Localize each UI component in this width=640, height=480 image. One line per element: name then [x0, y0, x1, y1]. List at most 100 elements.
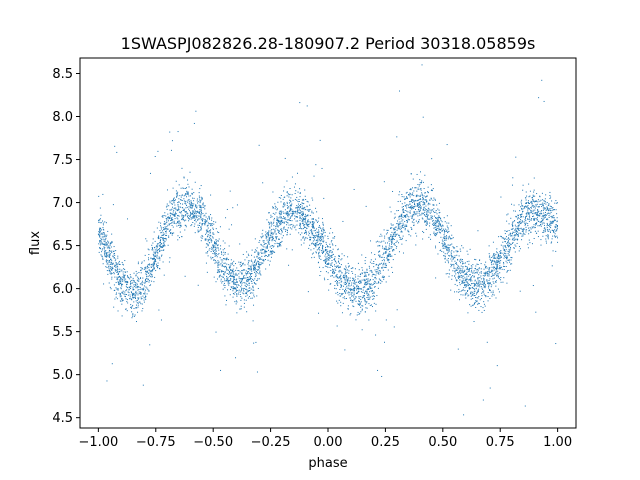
data-point: [104, 255, 106, 257]
data-point: [204, 221, 206, 223]
data-point: [322, 224, 324, 226]
data-point: [181, 194, 183, 196]
data-point: [324, 255, 326, 257]
data-point: [254, 276, 256, 278]
data-point: [193, 203, 195, 205]
data-point: [521, 209, 523, 211]
data-point: [290, 208, 292, 210]
data-point: [420, 181, 422, 183]
data-point: [162, 232, 164, 234]
data-point: [199, 199, 201, 201]
data-point: [397, 228, 399, 230]
data-point: [173, 209, 175, 211]
data-point: [508, 254, 510, 256]
data-point: [355, 319, 357, 321]
data-point: [483, 301, 485, 303]
data-point: [438, 209, 440, 211]
data-point: [319, 240, 321, 242]
data-point: [414, 187, 416, 189]
data-point: [105, 260, 107, 262]
data-point: [493, 257, 495, 259]
data-point: [348, 283, 350, 285]
data-point: [465, 284, 467, 286]
data-point: [381, 240, 383, 242]
data-point: [404, 229, 406, 231]
data-point: [212, 237, 214, 239]
data-point: [397, 222, 399, 224]
data-point: [98, 243, 100, 245]
data-point: [334, 260, 336, 262]
data-point: [406, 224, 408, 226]
data-point: [154, 260, 156, 262]
data-point: [444, 228, 446, 230]
data-point: [540, 221, 542, 223]
data-point: [352, 272, 354, 274]
data-point: [497, 262, 499, 264]
data-point: [109, 261, 111, 263]
data-point: [276, 236, 278, 238]
data-point: [310, 239, 311, 240]
data-point: [161, 215, 163, 217]
data-point: [125, 290, 127, 292]
data-point: [390, 247, 392, 249]
data-point: [162, 238, 164, 240]
data-point: [383, 247, 385, 249]
data-point: [246, 294, 248, 296]
data-point: [240, 308, 242, 310]
data-point: [223, 273, 225, 275]
data-point: [295, 220, 297, 222]
data-point: [236, 295, 238, 297]
data-point: [317, 243, 319, 245]
data-point: [219, 257, 221, 259]
data-point: [193, 197, 195, 199]
data-point: [520, 216, 522, 218]
data-point: [477, 297, 479, 299]
data-point: [135, 292, 137, 294]
data-point: [186, 206, 188, 208]
data-point: [419, 207, 421, 209]
data-point: [424, 221, 426, 223]
data-point: [260, 274, 262, 276]
data-point: [497, 260, 499, 262]
data-point: [385, 252, 387, 254]
data-point: [419, 195, 421, 197]
data-point: [258, 261, 260, 263]
data-point: [102, 263, 104, 265]
data-point: [224, 285, 226, 286]
data-point: [277, 226, 279, 228]
data-point: [345, 277, 347, 279]
data-point: [221, 275, 223, 277]
data-point: [246, 311, 248, 313]
data-point: [132, 304, 134, 306]
data-point: [266, 236, 268, 238]
data-point: [455, 250, 457, 252]
data-point: [138, 272, 140, 274]
data-point: [226, 299, 228, 301]
data-point: [121, 279, 123, 281]
data-point: [340, 285, 342, 287]
data-point: [304, 219, 306, 221]
data-point: [251, 269, 253, 271]
data-point: [497, 275, 499, 277]
data-point: [122, 273, 124, 275]
data-point: [407, 204, 409, 206]
data-point: [318, 247, 320, 249]
data-point: [158, 245, 160, 247]
data-point: [291, 249, 293, 251]
data-point: [238, 289, 240, 291]
data-point: [446, 229, 448, 231]
data-point: [273, 251, 275, 253]
data-point: [386, 255, 388, 257]
data-point: [166, 218, 168, 220]
data-point: [532, 200, 534, 202]
data-point: [193, 214, 195, 216]
data-point: [546, 223, 548, 225]
data-point: [293, 186, 295, 188]
data-point: [418, 202, 420, 204]
data-point: [481, 292, 483, 294]
data-point: [245, 270, 247, 272]
data-point: [505, 265, 507, 267]
data-point: [539, 196, 541, 198]
data-point: [180, 212, 182, 214]
data-point: [250, 280, 252, 282]
